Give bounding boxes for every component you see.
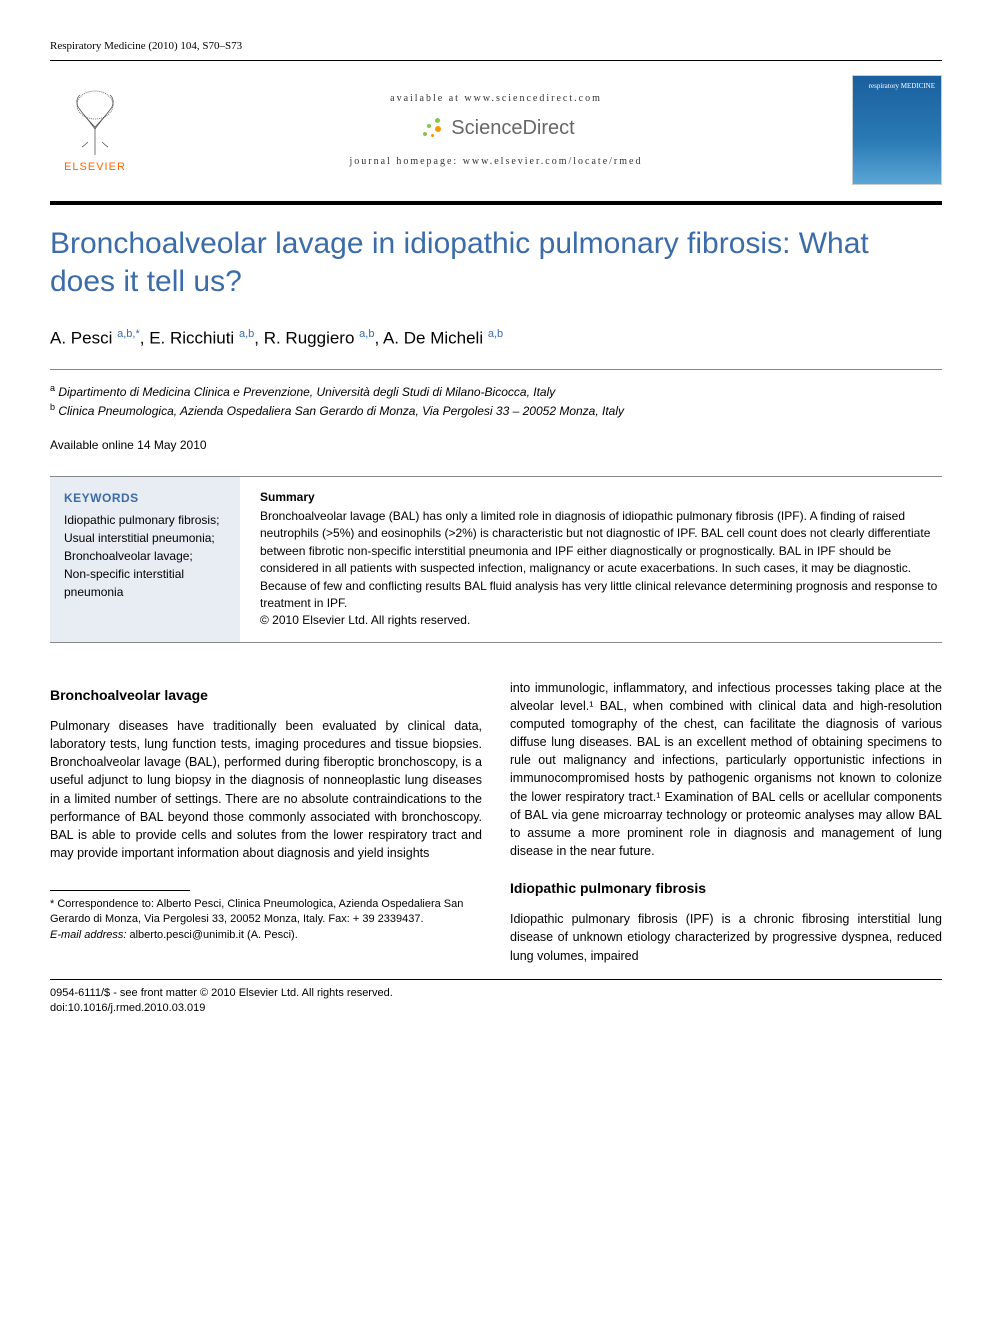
author-affil-sup: a,b	[359, 328, 374, 340]
right-paragraph: Idiopathic pulmonary fibrosis (IPF) is a…	[510, 910, 942, 964]
author-affil-sup: a,b	[488, 328, 503, 340]
footnote-rule	[50, 890, 190, 891]
journal-cover-thumbnail: respiratory MEDICINE	[852, 75, 942, 185]
author-name: A. Pesci	[50, 329, 112, 348]
correspondence-text: * Correspondence to: Alberto Pesci, Clin…	[50, 897, 482, 928]
sciencedirect-logo: ScienceDirect	[417, 116, 574, 140]
journal-homepage: journal homepage: www.elsevier.com/locat…	[140, 156, 852, 167]
elsevier-logo: ELSEVIER	[50, 87, 140, 173]
bottom-rule	[50, 979, 942, 980]
copyright-footer: 0954-6111/$ - see front matter © 2010 El…	[50, 986, 942, 1017]
author-name: E. Ricchiuti	[149, 329, 234, 348]
header-band: ELSEVIER available at www.sciencedirect.…	[50, 65, 942, 195]
right-top-paragraph: into immunologic, inflammatory, and infe…	[510, 679, 942, 860]
elsevier-tree-icon	[60, 87, 130, 157]
keywords-list: Idiopathic pulmonary fibrosis; Usual int…	[64, 511, 226, 601]
summary-copyright: © 2010 Elsevier Ltd. All rights reserved…	[260, 612, 942, 629]
available-at-text: available at www.sciencedirect.com	[140, 93, 852, 104]
abstract-box: KEYWORDS Idiopathic pulmonary fibrosis; …	[50, 476, 942, 643]
right-column: into immunologic, inflammatory, and infe…	[510, 679, 942, 965]
affiliations: a Dipartimento di Medicina Clinica e Pre…	[50, 382, 942, 420]
journal-cover-title: respiratory MEDICINE	[869, 82, 935, 90]
available-online: Available online 14 May 2010	[50, 438, 942, 452]
author-name: A. De Micheli	[383, 329, 483, 348]
email-suffix: (A. Pesci).	[247, 929, 298, 941]
section-heading-ipf: Idiopathic pulmonary fibrosis	[510, 878, 942, 898]
email-line: E-mail address: alberto.pesci@unimib.it …	[50, 928, 482, 943]
sciencedirect-dots-icon	[417, 116, 445, 140]
footer-line1: 0954-6111/$ - see front matter © 2010 El…	[50, 986, 942, 1001]
section-heading-bal: Bronchoalveolar lavage	[50, 685, 482, 705]
top-rule	[50, 60, 942, 61]
keywords-column: KEYWORDS Idiopathic pulmonary fibrosis; …	[50, 477, 240, 642]
author-name: R. Ruggiero	[264, 329, 355, 348]
summary-heading: Summary	[260, 489, 942, 506]
correspondence-footnote: * Correspondence to: Alberto Pesci, Clin…	[50, 897, 482, 943]
email-address[interactable]: alberto.pesci@unimib.it	[129, 929, 244, 941]
summary-text: Bronchoalveolar lavage (BAL) has only a …	[260, 509, 937, 610]
author-rule	[50, 369, 942, 370]
center-header: available at www.sciencedirect.com Scien…	[140, 93, 852, 167]
thick-rule	[50, 201, 942, 205]
left-paragraph: Pulmonary diseases have traditionally be…	[50, 717, 482, 862]
author-affil-sup: a,b,*	[117, 328, 140, 340]
elsevier-label: ELSEVIER	[64, 161, 126, 173]
left-column: Bronchoalveolar lavage Pulmonary disease…	[50, 679, 482, 965]
affiliation-line: a Dipartimento di Medicina Clinica e Pre…	[50, 382, 942, 401]
sciencedirect-text: ScienceDirect	[451, 117, 574, 140]
body-columns: Bronchoalveolar lavage Pulmonary disease…	[50, 679, 942, 965]
summary-column: Summary Bronchoalveolar lavage (BAL) has…	[240, 477, 942, 642]
authors-line: A. Pesci a,b,*, E. Ricchiuti a,b, R. Rug…	[50, 328, 942, 349]
journal-reference: Respiratory Medicine (2010) 104, S70–S73	[50, 40, 942, 52]
email-label: E-mail address:	[50, 929, 126, 941]
affiliation-line: b Clinica Pneumologica, Azienda Ospedali…	[50, 401, 942, 420]
author-affil-sup: a,b	[239, 328, 254, 340]
footer-doi: doi:10.1016/j.rmed.2010.03.019	[50, 1001, 942, 1016]
article-title: Bronchoalveolar lavage in idiopathic pul…	[50, 225, 942, 300]
keywords-heading: KEYWORDS	[64, 489, 226, 507]
